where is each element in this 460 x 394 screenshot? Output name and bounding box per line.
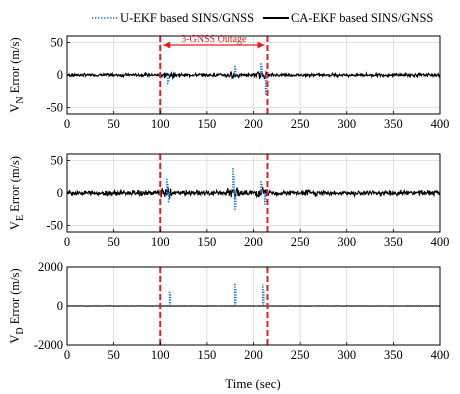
legend: U-EKF based SINS/GNSS CA-EKF based SINS/… [92,11,433,25]
x-tick-label: 150 [198,348,217,362]
y-axis-label-sub: E [15,215,26,221]
y-axis-label: VE Error (m/s) [8,156,26,230]
y-tick-label: 0 [57,186,63,200]
y-tick-label: 50 [51,154,64,168]
y-tick-label: 50 [51,36,64,50]
x-tick-label: 0 [64,117,70,131]
y-axis-label: VD Error (m/s) [8,268,26,343]
legend-ca-ekf-label: CA-EKF based SINS/GNSS [291,11,433,25]
x-tick-label: 250 [291,117,310,131]
y-tick-label: 2000 [38,260,63,274]
y-axis-label-main: V [8,104,22,113]
x-tick-label: 350 [384,235,403,249]
x-tick-label: 250 [291,348,310,362]
y-tick-label: -50 [46,101,63,115]
x-tick-label: 100 [151,348,170,362]
y-axis-label-sub: N [15,96,26,103]
x-tick-label: 200 [244,348,263,362]
x-tick-label: 400 [431,235,450,249]
x-tick-label: 100 [151,117,170,131]
y-tick-label: -2000 [34,338,63,352]
y-tick-label: 0 [57,68,63,82]
x-tick-label: 50 [107,117,120,131]
x-tick-label: 150 [198,117,217,131]
y-axis-label-rest: Error (m/s) [8,37,22,96]
x-tick-label: 100 [151,235,170,249]
x-tick-label: 50 [107,348,120,362]
ca-ekf-line [66,70,441,81]
x-tick-label: 350 [384,117,403,131]
x-axis-label: Time (sec) [225,376,281,391]
y-axis-label: VN Error (m/s) [8,37,26,112]
y-axis-label-rest: Error (m/s) [8,156,22,215]
x-tick-label: 400 [431,117,450,131]
outage-arrowhead-right [257,41,265,49]
y-tick-label: 0 [57,299,63,313]
y-axis-label-main: V [8,221,22,230]
outage-annotation: 3-GNSS Outage [163,34,265,49]
x-tick-label: 400 [431,348,450,362]
y-axis-label-sub: D [15,327,26,334]
ca-ekf-line [66,186,441,199]
x-tick-label: 150 [198,235,217,249]
y-axis-label-main: V [8,335,22,344]
x-tick-label: 0 [64,235,70,249]
x-tick-label: 300 [337,117,356,131]
x-tick-label: 50 [107,235,120,249]
outage-arrowhead-left [163,41,171,49]
x-tick-label: 200 [244,235,263,249]
y-axis-label-rest: Error (m/s) [8,268,22,327]
x-tick-label: 300 [337,348,356,362]
legend-u-ekf-label: U-EKF based SINS/GNSS [120,11,254,25]
x-tick-label: 250 [291,235,310,249]
x-tick-label: 300 [337,235,356,249]
x-tick-label: 350 [384,348,403,362]
x-tick-label: 200 [244,117,263,131]
y-tick-label: -50 [46,219,63,233]
outage-label: 3-GNSS Outage [181,34,247,45]
x-tick-label: 0 [64,348,70,362]
